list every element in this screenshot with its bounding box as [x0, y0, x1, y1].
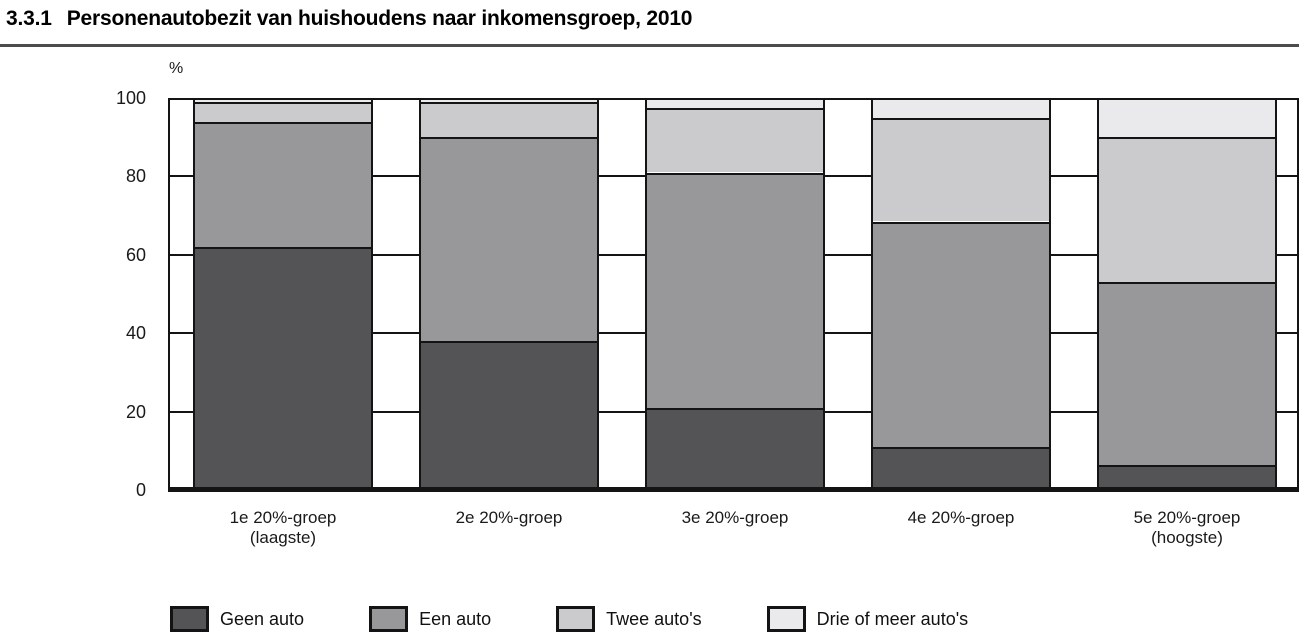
x-category-label: 1e 20%-groep (laagste) [193, 508, 373, 548]
stacked-bar-5 [1097, 98, 1277, 490]
segment-drie-of-meer-auto-s [647, 98, 823, 108]
gridline-tick [373, 253, 419, 256]
legend-label: Geen auto [220, 608, 305, 629]
segment-een-auto [195, 121, 371, 247]
segment-twee-auto-s [421, 101, 597, 138]
segment-een-auto [1099, 282, 1275, 465]
figure-title: 3.3.1 Personenautobezit van huishoudens n… [6, 7, 692, 31]
legend: Geen auto Een auto Twee auto's Drie of meer… [170, 606, 968, 632]
segment-geen-auto [195, 246, 371, 490]
y-tick-label: 100 [115, 88, 146, 108]
segment-twee-auto-s [1099, 137, 1275, 283]
x-category-label: 2e 20%-groep [419, 508, 599, 548]
gridline-tick [170, 332, 193, 335]
segment-geen-auto [647, 407, 823, 490]
x-category-label-line1: 1e 20%-groep [229, 508, 337, 527]
segment-twee-auto-s [647, 107, 823, 173]
axis-top-line [168, 98, 1299, 100]
gridline-tick [599, 410, 645, 413]
y-tick-label: 40 [125, 323, 146, 344]
grid-gutter [1277, 98, 1299, 490]
stacked-bar-3 [645, 98, 825, 490]
segment-een-auto [421, 137, 597, 342]
legend-swatch [556, 606, 596, 632]
gridline-tick [1277, 175, 1297, 178]
y-axis-tick-labels: 0 20 40 60 80 100 [0, 88, 146, 500]
grid-gutter [599, 98, 645, 490]
gridline-tick [1277, 410, 1297, 413]
plot-area [168, 98, 1299, 492]
gridline-tick [373, 175, 419, 178]
title-divider [0, 44, 1299, 47]
gridline-tick [373, 410, 419, 413]
gridline-tick [599, 253, 645, 256]
legend-label: Drie of meer auto's [816, 608, 969, 629]
legend-swatch [369, 606, 409, 632]
stacked-bar-1 [193, 98, 373, 490]
segment-drie-of-meer-auto-s [873, 98, 1049, 118]
legend-swatch [766, 606, 806, 632]
gridline-tick [825, 332, 871, 335]
stacked-bar-2 [419, 98, 599, 490]
grid-gutter [1051, 98, 1097, 490]
segment-geen-auto [873, 446, 1049, 490]
legend-item-twee-auto-s: Twee auto's [556, 606, 702, 632]
x-category-label-line1: 5e 20%-groep [1133, 508, 1241, 527]
legend-item-drie-of-meer-auto-s: Drie of meer auto's [766, 606, 969, 632]
grid-gutter [825, 98, 871, 490]
segment-twee-auto-s [873, 117, 1049, 222]
y-axis-unit-label: % [169, 60, 184, 77]
gridline-tick [599, 175, 645, 178]
x-category-label: 5e 20%-groep (hoogste) [1097, 508, 1277, 548]
stacked-bar-4 [871, 98, 1051, 490]
gridline-tick [170, 175, 193, 178]
gridline-tick [825, 410, 871, 413]
gridline-tick [825, 175, 871, 178]
legend-swatch [170, 606, 209, 632]
x-category-label: 3e 20%-groep [645, 508, 825, 548]
gridline-tick [1277, 332, 1297, 335]
x-category-label: 4e 20%-groep [871, 508, 1051, 548]
segment-een-auto [873, 221, 1049, 447]
x-category-label-line1: 3e 20%-groep [681, 508, 789, 527]
gridline-tick [1051, 175, 1097, 178]
grid-gutter [373, 98, 419, 490]
y-tick-label: 0 [135, 480, 146, 500]
segment-drie-of-meer-auto-s [1099, 98, 1275, 138]
figure-number: 3.3.1 [6, 7, 52, 30]
x-category-label-line1: 2e 20%-groep [455, 508, 563, 527]
figure-title-text: Personenautobezit van huishoudens naar i… [66, 7, 693, 30]
segment-een-auto [647, 172, 823, 408]
segment-twee-auto-s [195, 101, 371, 122]
x-category-label-line2: (laagste) [249, 528, 317, 547]
gridline-tick [1051, 410, 1097, 413]
gridline-tick [1051, 253, 1097, 256]
segment-geen-auto [1099, 464, 1275, 490]
axis-baseline [168, 487, 1299, 492]
legend-label: Twee auto's [606, 608, 702, 629]
y-tick-label: 20 [125, 401, 146, 422]
gridline-tick [373, 332, 419, 335]
y-tick-label: 60 [125, 244, 146, 265]
x-axis-labels: 1e 20%-groep (laagste) 2e 20%-groep 3e 20%-… [193, 508, 1277, 548]
x-category-label-line2: (hoogste) [1151, 528, 1223, 547]
y-tick-label: 80 [125, 166, 146, 187]
gridline-tick [1051, 332, 1097, 335]
legend-label: Een auto [419, 608, 492, 629]
legend-item-een-auto: Een auto [369, 606, 491, 632]
gridline-tick [1277, 253, 1297, 256]
segment-geen-auto [421, 341, 597, 490]
gridline-tick [825, 253, 871, 256]
gridline-tick [599, 332, 645, 335]
legend-item-geen-auto: Geen auto [170, 606, 304, 632]
gridline-tick [170, 253, 193, 256]
gridline-tick [170, 410, 193, 413]
x-category-label-line1: 4e 20%-groep [907, 508, 1015, 527]
grid-gutter [168, 98, 193, 490]
